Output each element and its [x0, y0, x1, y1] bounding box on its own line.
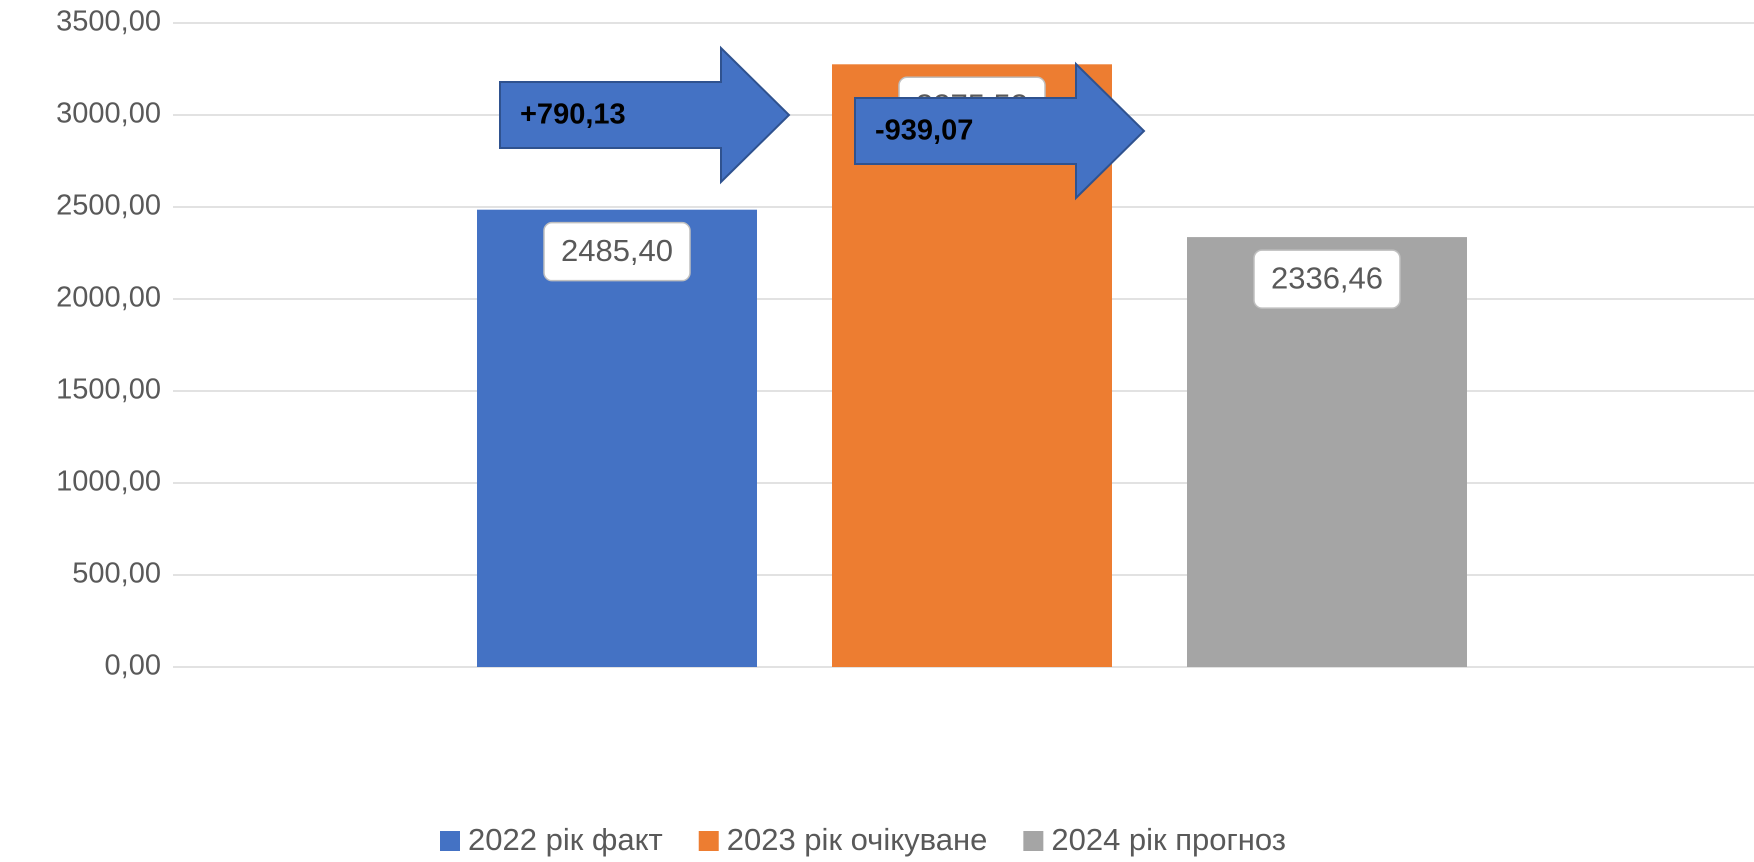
data-label: 2485,40: [561, 233, 673, 268]
y-tick-label: 0,00: [105, 650, 161, 682]
y-tick-label: 1000,00: [56, 466, 161, 498]
change-arrow: [854, 61, 1146, 201]
legend-swatch: [698, 831, 719, 851]
data-label-box: [1253, 249, 1401, 309]
legend-label: 2024 рік прогноз: [1051, 822, 1286, 857]
legend-swatch: [1023, 831, 1044, 851]
legend-label: 2023 рік очікуване: [727, 822, 988, 857]
legend-label: 2022 рік факт: [468, 822, 663, 857]
change-arrow: [499, 45, 791, 185]
y-tick-label: 3500,00: [56, 6, 161, 38]
y-tick-label: 1500,00: [56, 374, 161, 406]
legend-swatch: [440, 831, 460, 851]
y-tick-label: 3000,00: [56, 98, 161, 130]
data-label: 2336,46: [1271, 260, 1383, 295]
data-label-box: [543, 221, 691, 282]
change-label: +790,13: [520, 99, 626, 131]
y-tick-label: 2500,00: [56, 190, 161, 222]
y-tick-label: 2000,00: [56, 282, 161, 314]
y-tick-label: 500,00: [72, 558, 161, 590]
bar: [477, 209, 757, 667]
change-label: -939,07: [875, 115, 973, 147]
